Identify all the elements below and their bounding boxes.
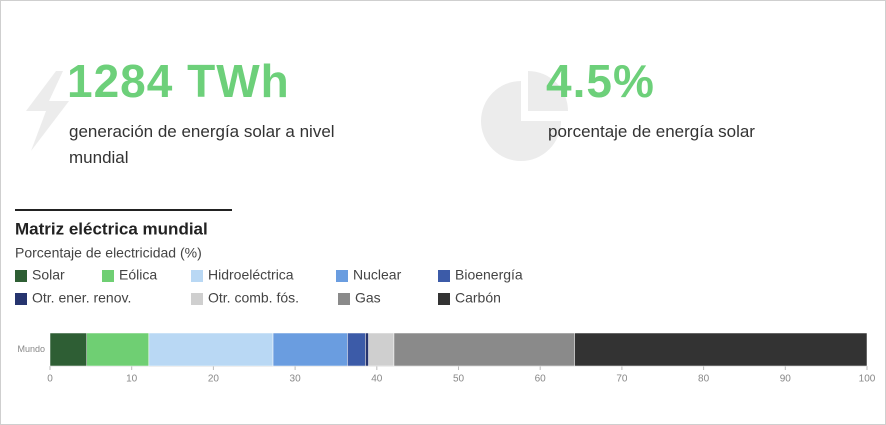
bolt-icon [26, 71, 69, 151]
x-tick-label: 40 [371, 374, 383, 385]
legend-swatch [191, 293, 203, 305]
legend-swatch [336, 270, 348, 282]
chart-title: Matriz eléctrica mundial [15, 219, 208, 238]
bar-segment [148, 332, 274, 367]
legend-swatch [102, 270, 114, 282]
x-tick-label: 50 [453, 374, 465, 385]
legend-swatch [15, 293, 27, 305]
legend-label: Otr. ener. renov. [32, 290, 131, 306]
legend-swatch [438, 293, 450, 305]
bar-segment [574, 332, 868, 367]
legend-label: Otr. comb. fós. [208, 290, 299, 306]
chart-subtitle: Porcentaje de electricidad (%) [15, 245, 202, 261]
legend-label: Nuclear [353, 267, 402, 283]
legend-swatch [338, 293, 350, 305]
bar-segment [49, 332, 88, 367]
bar-segment [272, 332, 348, 367]
x-tick-label: 90 [780, 374, 792, 385]
legend-swatch [15, 270, 27, 282]
legend-label: Solar [32, 267, 65, 283]
legend-label: Bioenergía [455, 267, 523, 283]
stat-value: 4.5% [546, 55, 655, 107]
x-tick-label: 100 [859, 374, 876, 385]
legend-swatch [191, 270, 203, 282]
bar-segment [368, 332, 395, 367]
x-tick-label: 70 [616, 374, 628, 385]
legend-label: Eólica [119, 267, 157, 283]
bar-segment [347, 332, 366, 367]
bar-segment [393, 332, 575, 367]
bar-segment [86, 332, 150, 367]
x-tick-label: 80 [698, 374, 710, 385]
y-tick-label: Mundo [17, 344, 45, 354]
bar-segment [365, 332, 369, 367]
pie-icon-slice [528, 71, 568, 111]
pie-icon [481, 81, 561, 161]
stat-label: porcentaje de energía solar [548, 122, 755, 141]
legend-label: Gas [355, 290, 381, 306]
x-tick-label: 60 [535, 374, 547, 385]
legend-label: Carbón [455, 290, 501, 306]
x-tick-label: 20 [208, 374, 220, 385]
legend-label: Hidroeléctrica [208, 267, 294, 283]
x-tick-label: 30 [290, 374, 302, 385]
legend-swatch [438, 270, 450, 282]
x-tick-label: 10 [126, 374, 138, 385]
stat-value: 1284 TWh [67, 55, 290, 107]
x-tick-label: 0 [47, 374, 53, 385]
stat-label: generación de energía solar a nivel mund… [69, 122, 335, 167]
